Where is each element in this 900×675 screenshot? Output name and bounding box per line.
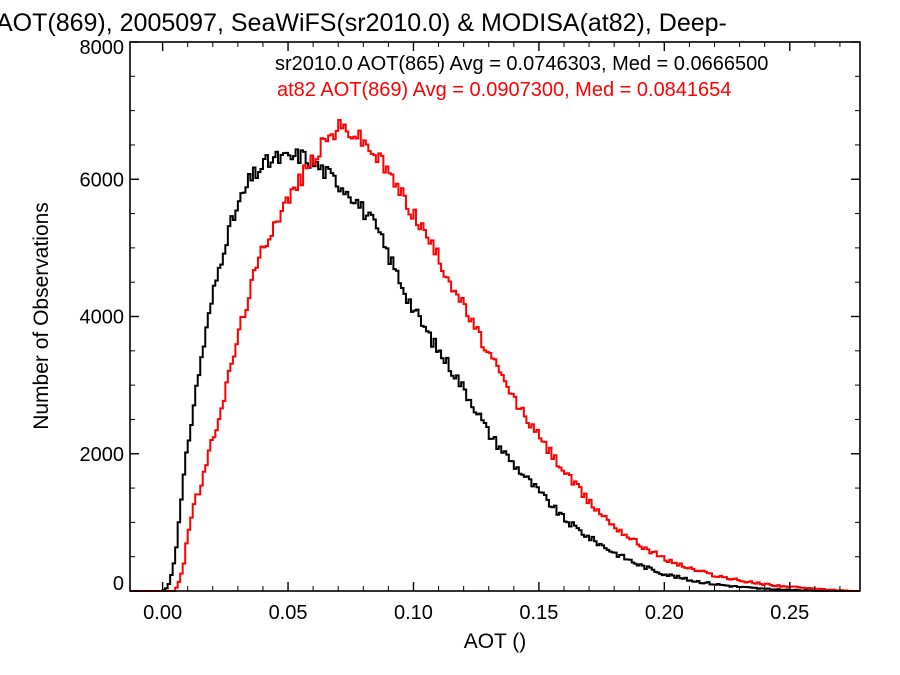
legend-entry-sr2010: sr2010.0 AOT(865) Avg = 0.0746303, Med =… [275, 53, 768, 75]
y-axis: 0 2000 4000 6000 8000 [80, 37, 860, 595]
x-axis: 0.00 0.05 0.10 0.15 0.20 0.25 [143, 42, 841, 624]
x-tick-label: 0.15 [519, 602, 558, 624]
x-tick-label: 0.05 [269, 602, 308, 624]
y-axis-title: Number of Observations [30, 202, 53, 430]
x-tick-label: 0.00 [143, 602, 182, 624]
x-tick-label: 0.20 [645, 602, 684, 624]
x-tick-label: 0.25 [770, 602, 809, 624]
series-layer [130, 119, 860, 592]
y-tick-label: 4000 [80, 307, 125, 329]
y-tick-label: 6000 [80, 169, 125, 191]
x-axis-title: AOT () [464, 630, 527, 653]
y-tick-label: 2000 [80, 444, 125, 466]
plot-title: AOT(869), 2005097, SeaWiFS(sr2010.0) & M… [0, 9, 727, 37]
series-line-at82 [130, 119, 860, 592]
series-line-sr2010 [130, 148, 860, 592]
y-tick-label: 8000 [80, 37, 125, 59]
x-tick-label: 0.10 [394, 602, 433, 624]
legend-entry-at82: at82 AOT(869) Avg = 0.0907300, Med = 0.0… [277, 79, 731, 101]
y-tick-label: 0 [113, 573, 124, 595]
